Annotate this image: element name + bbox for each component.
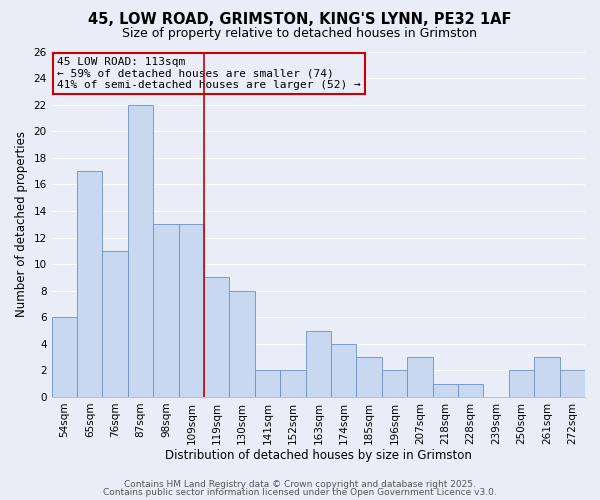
Bar: [534, 357, 560, 397]
Text: Contains public sector information licensed under the Open Government Licence v3: Contains public sector information licen…: [103, 488, 497, 497]
Y-axis label: Number of detached properties: Number of detached properties: [15, 131, 28, 317]
Bar: [407, 357, 433, 397]
Bar: [280, 370, 305, 397]
Text: 45 LOW ROAD: 113sqm
← 59% of detached houses are smaller (74)
41% of semi-detach: 45 LOW ROAD: 113sqm ← 59% of detached ho…: [57, 56, 361, 90]
Bar: [128, 104, 153, 397]
Bar: [458, 384, 484, 397]
Bar: [509, 370, 534, 397]
Bar: [204, 278, 229, 397]
Text: Size of property relative to detached houses in Grimston: Size of property relative to detached ho…: [122, 28, 478, 40]
Text: Contains HM Land Registry data © Crown copyright and database right 2025.: Contains HM Land Registry data © Crown c…: [124, 480, 476, 489]
Bar: [179, 224, 204, 397]
Text: 45, LOW ROAD, GRIMSTON, KING'S LYNN, PE32 1AF: 45, LOW ROAD, GRIMSTON, KING'S LYNN, PE3…: [88, 12, 512, 28]
Bar: [382, 370, 407, 397]
Bar: [77, 171, 103, 397]
Bar: [52, 317, 77, 397]
Bar: [153, 224, 179, 397]
Bar: [356, 357, 382, 397]
Bar: [229, 290, 255, 397]
Bar: [255, 370, 280, 397]
Bar: [433, 384, 458, 397]
X-axis label: Distribution of detached houses by size in Grimston: Distribution of detached houses by size …: [165, 450, 472, 462]
Bar: [560, 370, 585, 397]
Bar: [103, 251, 128, 397]
Bar: [305, 330, 331, 397]
Bar: [331, 344, 356, 397]
